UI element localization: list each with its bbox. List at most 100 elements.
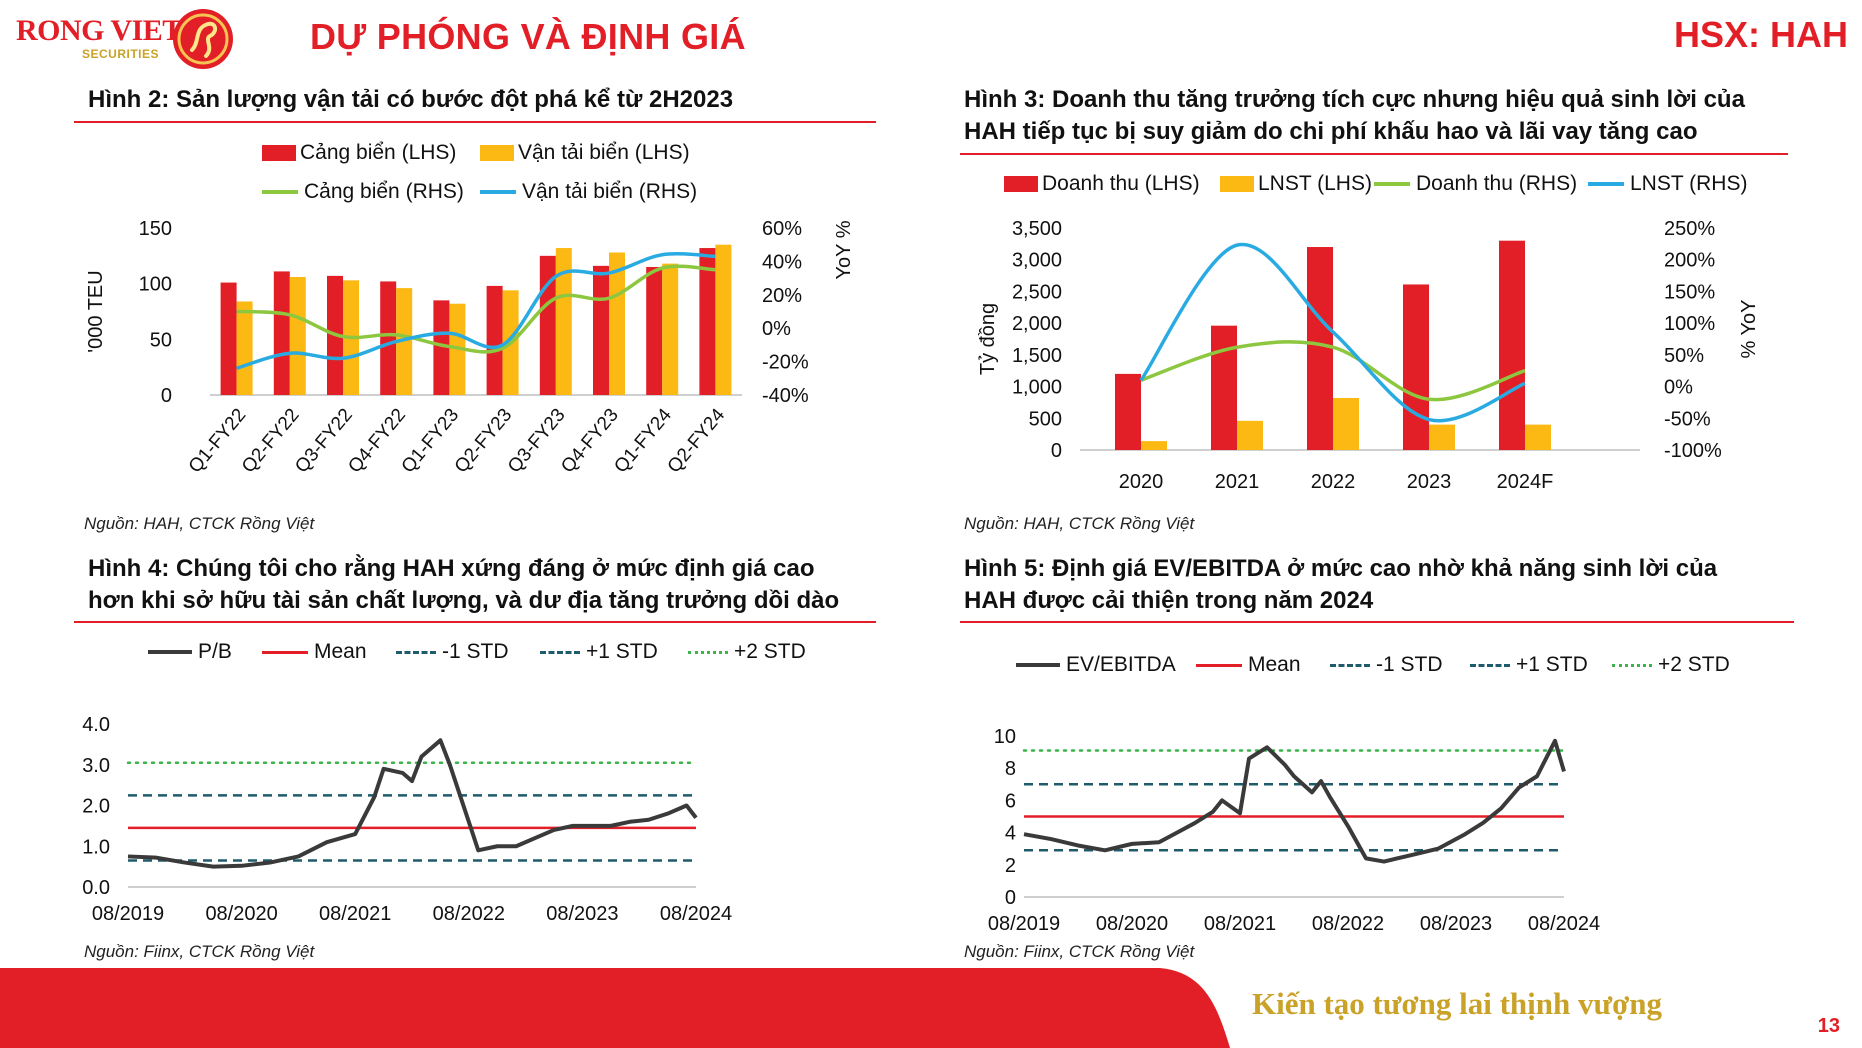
x-tick-label: 08/2024 [660, 903, 732, 925]
fig2-title-rule [74, 121, 876, 123]
fig3-legend-item: Doanh thu (RHS) [1374, 172, 1577, 196]
fig3-chart: 0 500 1,000 1,500 2,000 2,500 3,000 3,500 -100% -… [977, 218, 1760, 493]
y-axis-label: Tỷ đồng [977, 303, 999, 375]
legend-swatch [1612, 663, 1652, 667]
x-tick-label: 08/2019 [92, 903, 164, 925]
x-tick-label: 08/2024 [1528, 913, 1600, 935]
y2-tick-label: -40% [762, 385, 809, 407]
y2-tick-label: 0% [762, 318, 791, 340]
y2-tick-label: -50% [1664, 408, 1711, 430]
y-tick-label: 100 [139, 274, 172, 296]
y2-tick-label: 250% [1664, 218, 1715, 240]
legend-label: P/B [198, 640, 232, 663]
page-title: DỰ PHÓNG VÀ ĐỊNH GIÁ [310, 16, 746, 57]
x-tick-label: Q2-FY24 [664, 404, 730, 477]
logo-subtext: SECURITIES [82, 47, 160, 61]
legend-swatch [1196, 663, 1242, 667]
x-tick-label: 08/2022 [1312, 913, 1384, 935]
x-tick-label: 2020 [1119, 471, 1164, 493]
legend-swatch [688, 650, 728, 654]
y2-axis-label: YoY % [833, 220, 855, 279]
logo-text: RONG VIET [16, 14, 182, 47]
page-number: 13 [1817, 1015, 1840, 1037]
legend-label: +1 STD [1516, 653, 1588, 676]
fig4-legend-item: +2 STD [688, 640, 806, 664]
y-tick-label: 4.0 [82, 714, 110, 736]
y-tick-label: 0.0 [82, 877, 110, 899]
line-cang-bien-rhs [236, 264, 716, 354]
bar-lnst [1525, 424, 1551, 450]
fig4-title-rule [74, 621, 876, 623]
fig4-legend-item: Mean [262, 640, 367, 664]
legend-swatch [1220, 176, 1254, 192]
bar-van-tai-bien [609, 252, 625, 395]
y-tick-label: 2,000 [1012, 313, 1062, 335]
x-tick-label: 08/2019 [988, 913, 1060, 935]
legend-swatch [262, 190, 298, 194]
y-tick-label: 0 [161, 385, 172, 407]
fig4-source: Nguồn: Fiinx, CTCK Rồng Việt [84, 942, 315, 961]
fig5-title-rule [960, 621, 1794, 623]
main-series-line [1023, 738, 1566, 864]
fig5-legend-item: Mean [1196, 653, 1301, 677]
y-tick-label: 50 [150, 329, 172, 351]
y-tick-label: 1,500 [1012, 345, 1062, 367]
legend-label: Vận tải biển (LHS) [518, 141, 690, 164]
fig4-chart: 0.0 1.0 2.0 3.0 4.0 08/2019 08/2020 08/2021 08/2… [82, 714, 732, 925]
legend-swatch [1470, 663, 1510, 667]
y2-tick-label: -100% [1664, 440, 1722, 462]
y-tick-label: 500 [1029, 408, 1062, 430]
x-tick-label: 08/2021 [1204, 913, 1276, 935]
fig4-legend-item: +1 STD [540, 640, 658, 664]
fig4-title-line2: hơn khi sở hữu tài sản chất lượng, và dư… [88, 587, 840, 614]
fig2-legend-item: Cảng biển (RHS) [262, 180, 464, 204]
bar-lnst [1237, 420, 1263, 450]
bar-cang-bien [433, 300, 450, 395]
bar-doanh-thu [1115, 373, 1141, 450]
fig5-title-line2: HAH được cải thiện trong năm 2024 [964, 587, 1374, 614]
y-tick-label: 4 [1005, 823, 1016, 845]
legend-swatch [262, 145, 296, 161]
fig5-chart: 0 2 4 6 8 10 08/2019 08/2020 08/2021 08/2022 08/20… [988, 726, 1600, 935]
fig3-title-line2: HAH tiếp tục bị suy giảm do chi phí khấu… [964, 118, 1698, 145]
legend-label: -1 STD [1376, 653, 1443, 676]
legend-label: Vận tải biển (RHS) [522, 180, 698, 203]
legend-swatch [1004, 176, 1038, 192]
fig3-legend-item: Doanh thu (LHS) [1004, 172, 1200, 196]
y-axis-label: '000 TEU [85, 270, 107, 352]
fig5-legend-item: -1 STD [1330, 653, 1443, 677]
fig3-legend-item: LNST (LHS) [1220, 172, 1372, 196]
y-tick-label: 2 [1005, 855, 1016, 877]
fig5-legend-item: +2 STD [1612, 653, 1730, 677]
x-tick-label: 08/2022 [433, 903, 505, 925]
dragon-icon [173, 9, 233, 69]
footer-slogan: Kiến tạo tương lai thịnh vượng [1252, 986, 1663, 1021]
x-tick-label: 08/2021 [319, 903, 391, 925]
legend-swatch [480, 190, 516, 194]
legend-swatch [1330, 663, 1370, 667]
legend-label: +2 STD [1658, 653, 1730, 676]
fig3-title-line1: Hình 3: Doanh thu tăng trưởng tích cực n… [964, 86, 1745, 113]
legend-label: LNST (LHS) [1258, 172, 1372, 195]
legend-label: Doanh thu (LHS) [1042, 172, 1200, 195]
bar-lnst [1333, 397, 1359, 450]
stock-ticker: HSX: HAH [1673, 14, 1848, 55]
legend-swatch [396, 650, 436, 654]
line-doanh-thu-rhs [1140, 340, 1526, 402]
y-tick-label: 0 [1005, 887, 1016, 909]
y-tick-label: 8 [1005, 758, 1016, 780]
y-tick-label: 10 [994, 726, 1016, 748]
line-lnst-rhs [1139, 242, 1526, 423]
legend-swatch [540, 650, 580, 654]
fig3-title-rule [960, 153, 1788, 155]
fig5-legend-item: EV/EBITDA [1016, 653, 1176, 677]
bar-doanh-thu [1499, 240, 1525, 450]
bar-van-tai-bien [289, 276, 306, 395]
fig4-legend-item: -1 STD [396, 640, 509, 664]
y2-tick-label: 150% [1664, 281, 1715, 303]
bar-van-tai-bien [236, 301, 253, 395]
legend-label: LNST (RHS) [1630, 172, 1748, 195]
legend-label: Cảng biển (LHS) [300, 141, 457, 164]
footer-red-band [0, 968, 1230, 1048]
x-tick-label: 2023 [1407, 471, 1452, 493]
